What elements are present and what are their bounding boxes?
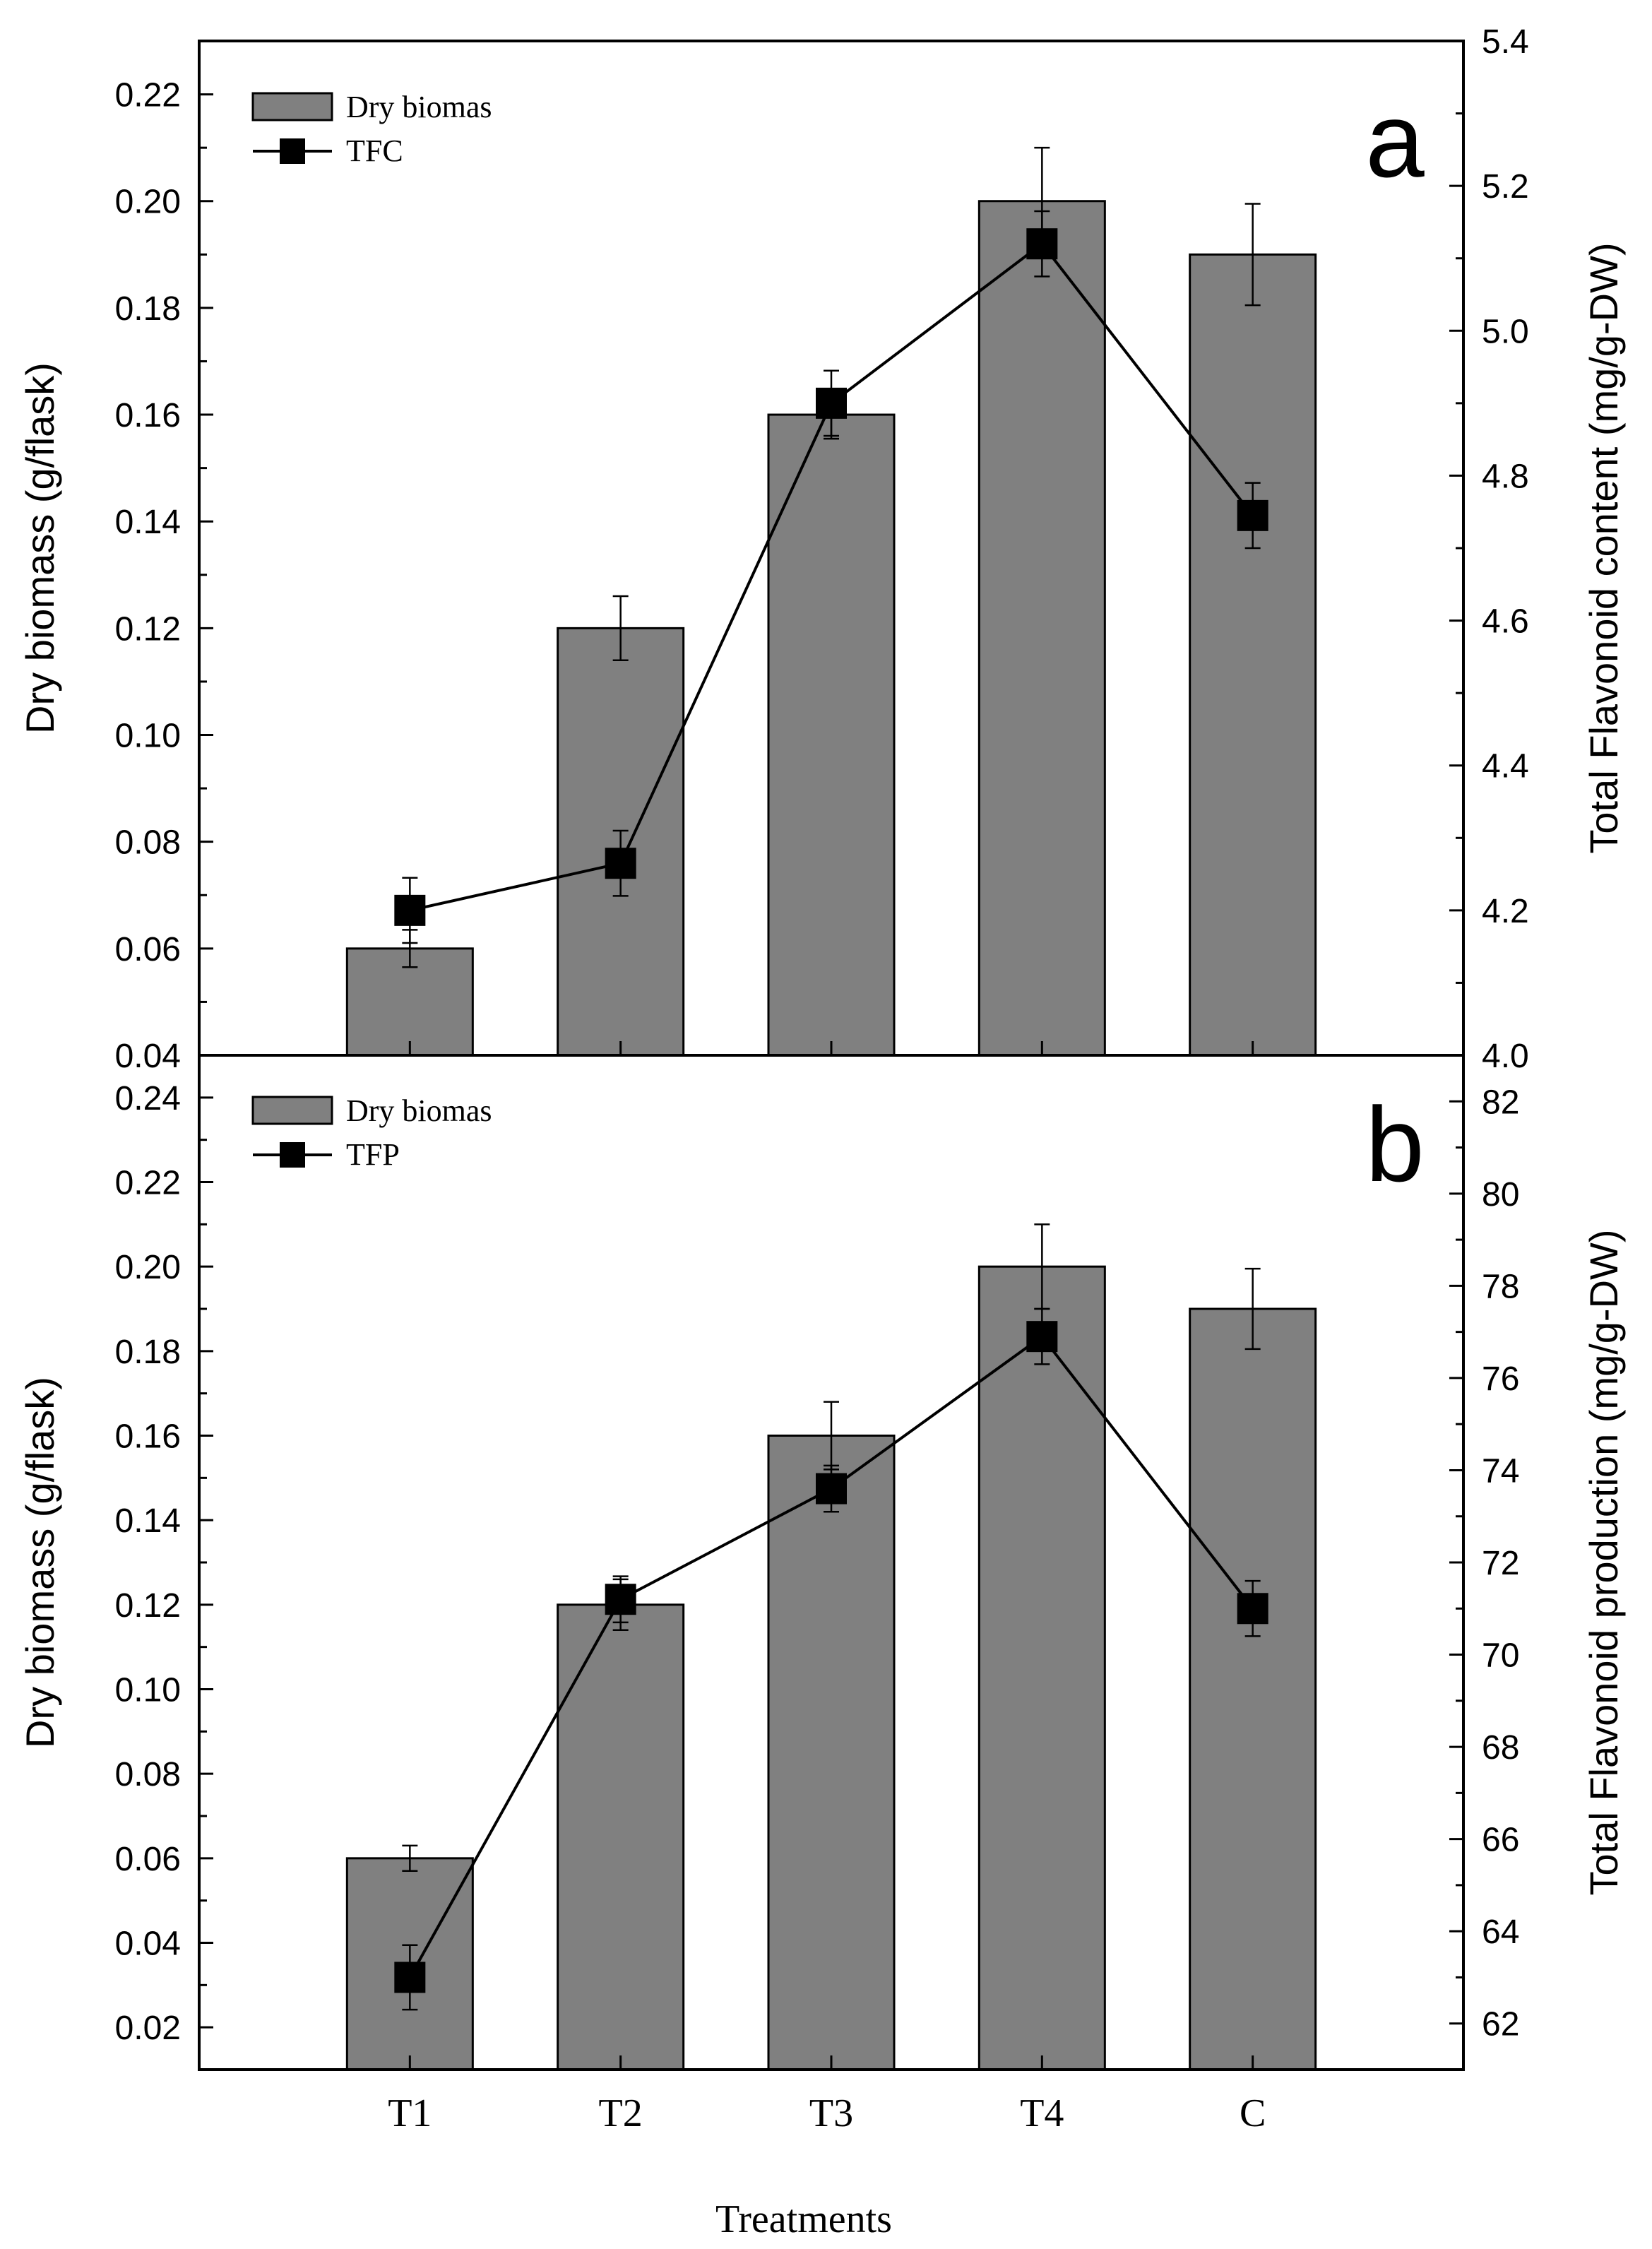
point-marker-T3	[816, 387, 847, 419]
bar-C	[1189, 253, 1317, 1057]
y2-tick-label: 68	[1482, 1729, 1519, 1767]
y-tick-label: 0.12	[115, 610, 181, 648]
y2-tick-label: 5.0	[1482, 313, 1529, 350]
point-marker-C	[1237, 499, 1268, 531]
panel-b: 0.02 0.04 0.06 0.08 0.10 0.12 0.14 0.16 0.18 0.20…	[18, 1054, 1626, 2135]
y-tick-label: 0.22	[115, 77, 181, 114]
y2-tick-label: 70	[1482, 1637, 1519, 1675]
y-axis-label: Dry biomass (g/flask)	[18, 1377, 62, 1748]
bar-T3	[767, 413, 896, 1057]
bar-C	[1189, 1307, 1317, 2071]
legend-label-bar: Dry biomas	[346, 1093, 492, 1128]
y2-tick-label: 66	[1482, 1822, 1519, 1859]
y2-tick-label: 5.2	[1482, 168, 1529, 206]
y2-tick-label: 4.2	[1482, 893, 1529, 930]
y-tick-label: 0.16	[115, 397, 181, 434]
y-tick-label: 0.18	[115, 1334, 181, 1371]
x-tick-label-T3: T3	[809, 2091, 853, 2135]
y-axis-label: Dry biomass (g/flask)	[18, 362, 62, 734]
legend-swatch-marker	[280, 138, 305, 164]
point-marker-T4	[1026, 1321, 1058, 1353]
y2-tick-label: 4.4	[1482, 748, 1529, 785]
legend-label-bar: Dry biomas	[346, 90, 492, 124]
y2-tick-label: 72	[1482, 1545, 1519, 1582]
y-tick-label: 0.10	[115, 718, 181, 755]
y2-tick-label: 74	[1482, 1452, 1519, 1490]
y-tick-label: 0.04	[115, 1925, 181, 1963]
bar-T4	[977, 1265, 1106, 2071]
bar-T4	[977, 200, 1106, 1057]
y2-tick-label: 76	[1482, 1360, 1519, 1398]
x-tick-label-T1: T1	[388, 2091, 432, 2135]
y-tick-label: 0.04	[115, 1038, 181, 1075]
y-tick-label: 0.14	[115, 1502, 181, 1540]
x-tick-label-T4: T4	[1020, 2091, 1064, 2135]
y-tick-label: 0.20	[115, 184, 181, 221]
bar-T2	[557, 1603, 685, 2071]
point-marker-T2	[605, 848, 636, 879]
y-tick-label: 0.24	[115, 1080, 181, 1117]
y2-axis-label: Total Flavonoid content (mg/g-DW)	[1581, 242, 1626, 853]
y-tick-label: 0.16	[115, 1418, 181, 1456]
x-tick-label-T2: T2	[599, 2091, 643, 2135]
y2-tick-label: 4.6	[1482, 603, 1529, 641]
y-tick-label: 0.06	[115, 931, 181, 968]
point-marker-T2	[605, 1584, 636, 1615]
legend-swatch-bar	[251, 92, 333, 121]
point-marker-T3	[816, 1473, 847, 1505]
y-tick-label: 0.02	[115, 2010, 181, 2047]
y2-tick-label: 62	[1482, 2006, 1519, 2043]
x-axis-label: Treatments	[715, 2197, 892, 2241]
x-tick-label-C: C	[1240, 2091, 1266, 2135]
y2-axis-label: Total Flavonoid production (mg/g-DW)	[1581, 1229, 1626, 1895]
y-tick-label: 0.18	[115, 290, 181, 328]
panel-letter: a	[1365, 81, 1425, 199]
y-tick-label: 0.08	[115, 1756, 181, 1793]
y-tick-label: 0.06	[115, 1841, 181, 1878]
point-marker-T1	[394, 894, 426, 926]
y2-tick-label: 4.8	[1482, 458, 1529, 495]
y2-tick-label: 4.0	[1482, 1038, 1529, 1075]
bar-T3	[767, 1435, 896, 2071]
point-marker-T4	[1026, 228, 1058, 260]
panel-letter: b	[1365, 1085, 1424, 1204]
y2-tick-label: 82	[1482, 1084, 1519, 1121]
y-tick-label: 0.10	[115, 1672, 181, 1709]
y-tick-label: 0.08	[115, 824, 181, 862]
y-tick-label: 0.22	[115, 1165, 181, 1202]
legend-swatch-marker	[280, 1142, 305, 1168]
y2-tick-label: 80	[1482, 1176, 1519, 1213]
legend-label-line: TFC	[346, 133, 403, 168]
panel-a: 0.04 0.06 0.08 0.10 0.12 0.14 0.16 0.18 0.20 0.22…	[18, 23, 1626, 1075]
y-tick-label: 0.20	[115, 1249, 181, 1286]
point-marker-T1	[394, 1962, 426, 1993]
y2-tick-label: 64	[1482, 1913, 1519, 1951]
y-tick-label: 0.14	[115, 504, 181, 541]
y2-tick-label: 78	[1482, 1268, 1519, 1305]
legend-swatch-bar	[251, 1096, 333, 1125]
legend-label-line: TFP	[346, 1137, 400, 1172]
point-marker-C	[1237, 1593, 1268, 1625]
y-tick-label: 0.12	[115, 1587, 181, 1625]
y2-tick-label: 5.4	[1482, 23, 1529, 61]
